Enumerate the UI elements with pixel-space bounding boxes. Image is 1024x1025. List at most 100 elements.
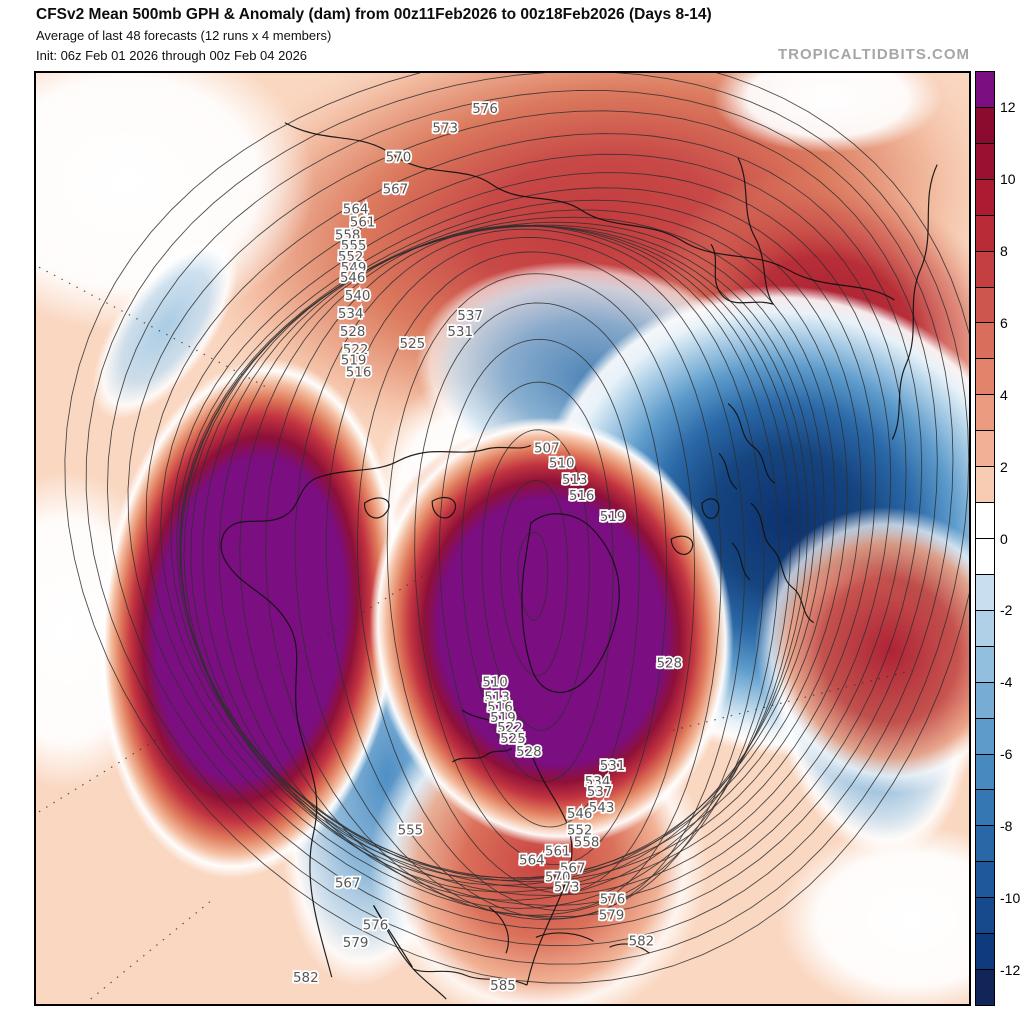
colorbar-segment: [976, 789, 994, 826]
contour-label: 543: [589, 801, 615, 816]
contour-label: 525: [500, 732, 526, 747]
colorbar-segment: [976, 573, 994, 610]
colorbar-tick: 0: [1000, 530, 1008, 547]
colorbar-segment: [976, 753, 994, 790]
contour-label: 564: [519, 854, 545, 869]
contour-line-561: [179, 199, 862, 883]
contour-line-531: [325, 236, 746, 920]
colorbar-tick: 4: [1000, 386, 1008, 403]
contour-label: 513: [562, 473, 588, 488]
colorbar-tick: -10: [1000, 890, 1021, 907]
contour-line-564: [176, 187, 877, 888]
colorbar-segment: [976, 358, 994, 395]
contour-label: 534: [338, 307, 364, 322]
colorbar-segment: [976, 394, 994, 431]
colorbar-tick: -6: [1000, 746, 1013, 763]
contour-line-552: [183, 221, 825, 881]
anomaly-shading: [36, 73, 969, 1004]
contour-label: 576: [363, 918, 389, 933]
colorbar-segment: [976, 897, 994, 934]
contour-label: 567: [383, 182, 409, 197]
colorbar-tick: 8: [1000, 242, 1008, 259]
contour-line-510: [499, 480, 569, 677]
contour-label: 558: [335, 228, 361, 243]
contour-label: 522: [343, 343, 369, 358]
contour-label: 510: [482, 675, 508, 690]
contour-line-543: [218, 225, 801, 901]
contour-line-546: [202, 225, 809, 893]
colorbar-segment: [976, 681, 994, 718]
chart-subtitle: Average of last 48 forecasts (12 runs x …: [36, 28, 332, 43]
contour-label: 537: [457, 309, 483, 324]
contour-label: 579: [343, 936, 369, 951]
colorbar-tick: 6: [1000, 314, 1008, 331]
colorbar-tick: -12: [1000, 962, 1021, 979]
colorbar-segment: [976, 322, 994, 359]
colorbar-segment: [976, 250, 994, 287]
colorbar-segment: [976, 466, 994, 503]
contour-label: 534: [585, 775, 611, 790]
contour-line-525: [386, 273, 696, 894]
contour-label: 516: [346, 366, 372, 381]
colorbar-tick: 12: [1000, 98, 1016, 115]
contour-label: 582: [293, 971, 319, 986]
colorbar-segment: [976, 537, 994, 574]
contour-label: 528: [516, 745, 542, 760]
contour-label: 573: [554, 881, 580, 896]
colorbar-segment: [976, 645, 994, 682]
contour-label: 567: [335, 877, 361, 892]
contour-label: 531: [447, 325, 473, 340]
coastlines: [220, 122, 938, 1000]
contour-label: 546: [340, 271, 366, 286]
contour-label: 540: [345, 289, 371, 304]
colorbar-segment: [976, 178, 994, 215]
colorbar-segment: [976, 214, 994, 251]
contour-line-516: [461, 381, 614, 783]
contour-label: 561: [350, 215, 376, 230]
contour-line-585: [64, 73, 969, 984]
contour-label: 522: [497, 721, 523, 736]
contour-label: 516: [569, 489, 595, 504]
contour-label: 513: [484, 690, 510, 705]
contour-label: 519: [490, 711, 516, 726]
weather-map: 5075105135165195765735705675645615585555…: [36, 73, 969, 1004]
contour-label: 519: [600, 510, 626, 525]
contour-label: 576: [600, 892, 626, 907]
colorbar-tick: 10: [1000, 170, 1016, 187]
contour-label: 555: [341, 239, 367, 254]
init-time-text: Init: 06z Feb 01 2026 through 00z Feb 04…: [36, 48, 308, 63]
contour-label: 552: [338, 250, 364, 265]
colorbar-segment: [976, 717, 994, 754]
contour-label: 507: [534, 441, 560, 456]
contour-label: 570: [545, 871, 571, 886]
colorbar-segment: [976, 142, 994, 179]
colorbar-segment: [976, 609, 994, 646]
contour-label: 525: [400, 337, 426, 352]
contour-line-567: [170, 172, 892, 897]
contour-label: 570: [386, 151, 412, 166]
colorbar-segment: [976, 861, 994, 898]
map-panel: 507 510 513 516 519 576 573 570 567 564 561 558 555 5…: [34, 71, 971, 1006]
colorbar-segment: [976, 933, 994, 970]
contour-line-582: [85, 73, 969, 965]
colorbar-segment: [976, 825, 994, 862]
contour-label: 576: [472, 102, 498, 117]
contour-label: 555: [398, 824, 424, 839]
contour-label: 579: [599, 908, 625, 923]
contour-line-555: [180, 216, 836, 879]
colorbar-segment: [976, 106, 994, 143]
colorbar-segment: [976, 430, 994, 467]
contour-label: 564: [343, 202, 369, 217]
contour-label: 528: [340, 325, 366, 340]
anomaly-colorbar: [975, 71, 995, 1006]
contour-label: 531: [600, 759, 626, 774]
colorbar-tick: -2: [1000, 602, 1013, 619]
contour-label: 510: [549, 456, 575, 471]
contour-label: 552: [567, 824, 593, 839]
colorbar-tick: -8: [1000, 818, 1013, 835]
contour-line-519: [439, 338, 640, 828]
contour-line-513: [481, 429, 590, 731]
contour-label: 561: [545, 845, 571, 860]
contour-label: 573: [432, 122, 458, 137]
contour-label: 567: [560, 862, 586, 877]
